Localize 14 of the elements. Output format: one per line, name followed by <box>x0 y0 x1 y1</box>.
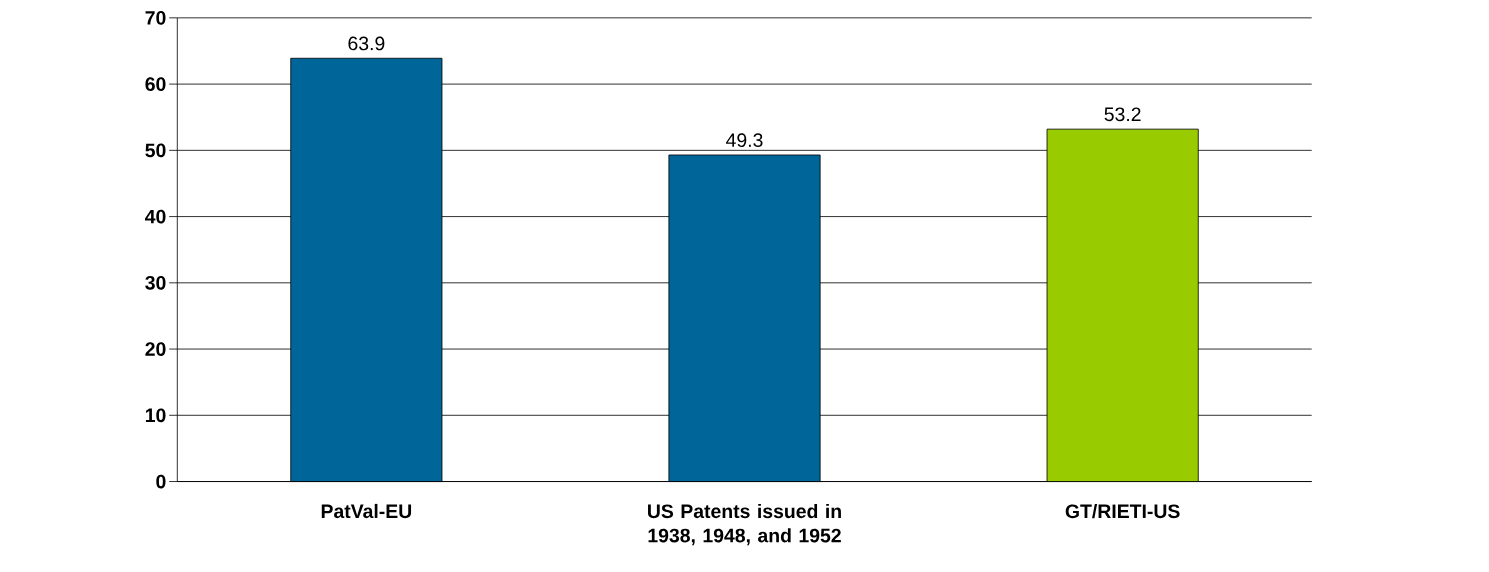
data-label: 49.3 <box>726 133 763 148</box>
x-tick-label: GT/RIETI-US <box>1065 504 1180 519</box>
x-tick-label: US Patents issued in 1938, 1948, and 1952 <box>648 504 841 546</box>
y-tick-label: 30 <box>145 276 166 290</box>
y-tick-label: 60 <box>145 77 166 92</box>
y-tick-label: 10 <box>145 408 166 423</box>
data-label: 63.9 <box>348 36 385 51</box>
y-tick-label: 50 <box>145 143 166 158</box>
y-tick-label: 20 <box>145 342 166 357</box>
data-label: 53.2 <box>1104 107 1141 122</box>
y-tick-label: 0 <box>156 474 166 489</box>
x-tick-label: PatVal-EU <box>321 504 412 519</box>
y-tick-label: 40 <box>145 209 166 224</box>
y-tick-label: 70 <box>145 11 166 25</box>
